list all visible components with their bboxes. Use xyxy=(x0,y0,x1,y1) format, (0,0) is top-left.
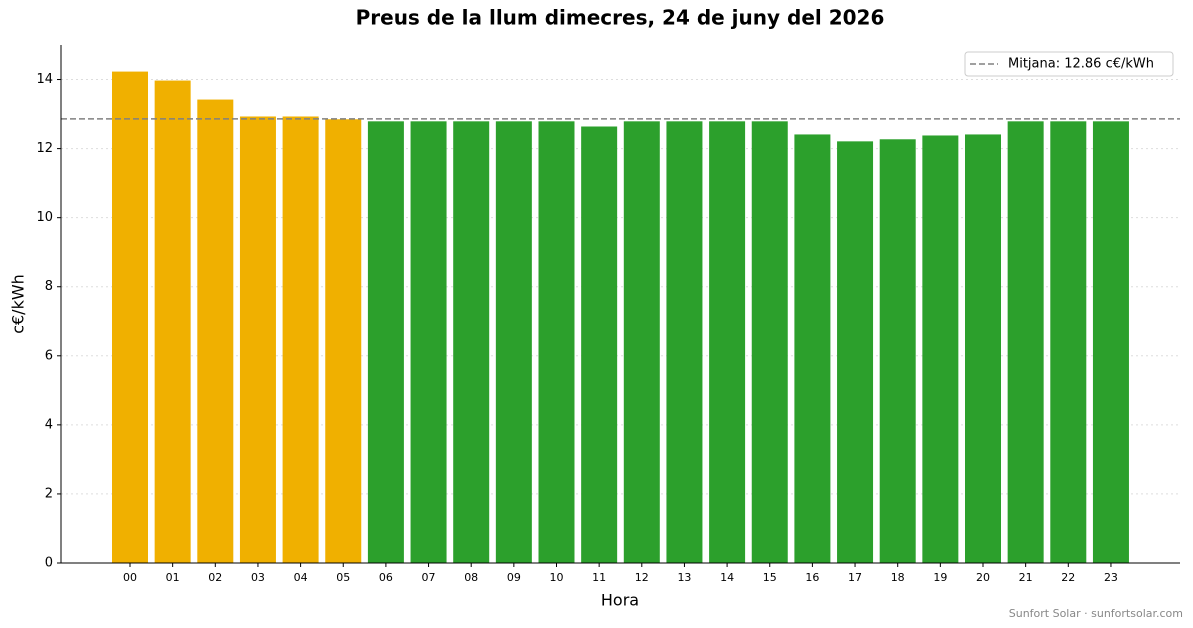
y-tick-label: 14 xyxy=(36,72,53,87)
x-axis-label: Hora xyxy=(601,591,639,610)
x-tick-label: 03 xyxy=(251,571,265,584)
y-tick-label: 12 xyxy=(36,141,53,156)
x-tick-label: 13 xyxy=(677,571,691,584)
x-tick-label: 11 xyxy=(592,571,606,584)
footer: Sunfort Solar · sunfortsolar.com xyxy=(1009,607,1183,620)
bar xyxy=(367,121,404,563)
bar xyxy=(282,116,319,563)
bar xyxy=(1092,121,1129,563)
bar xyxy=(751,121,788,563)
y-tick-label: 6 xyxy=(45,348,53,363)
bar xyxy=(453,121,490,563)
x-tick-label: 10 xyxy=(550,571,564,584)
bar xyxy=(922,135,959,563)
y-tick-label: 8 xyxy=(45,279,53,294)
x-tick-label: 19 xyxy=(933,571,947,584)
bar xyxy=(538,121,575,563)
y-tick-label: 4 xyxy=(45,417,53,432)
x-tick-label: 21 xyxy=(1019,571,1033,584)
bar xyxy=(1007,121,1044,563)
y-tick-label: 0 xyxy=(45,556,53,571)
bar xyxy=(623,121,660,563)
legend-label: Mitjana: 12.86 c€/kWh xyxy=(1008,57,1154,72)
legend-box xyxy=(964,51,1174,77)
x-tick-label: 05 xyxy=(336,571,350,584)
x-tick-label: 14 xyxy=(720,571,734,584)
x-tick-label: 18 xyxy=(891,571,905,584)
bar xyxy=(837,141,874,563)
bar xyxy=(154,80,191,563)
bar xyxy=(581,126,618,564)
bar xyxy=(1050,121,1087,563)
y-tick-label: 2 xyxy=(45,486,53,501)
x-tick-label: 22 xyxy=(1061,571,1075,584)
y-axis-label: c€/kWh xyxy=(9,274,28,334)
y-tick-label: 10 xyxy=(36,210,53,225)
bar xyxy=(879,139,916,563)
bar xyxy=(965,134,1001,563)
bar xyxy=(410,121,447,563)
x-tick-label: 08 xyxy=(464,571,478,584)
x-tick-label: 02 xyxy=(208,571,222,584)
x-tick-label: 17 xyxy=(848,571,862,584)
bar xyxy=(197,99,234,563)
bar xyxy=(325,119,362,563)
bar xyxy=(794,134,831,563)
x-tick-label: 20 xyxy=(976,571,990,584)
x-tick-label: 00 xyxy=(123,571,137,584)
x-tick-label: 23 xyxy=(1104,571,1118,584)
x-tick-label: 01 xyxy=(166,571,180,584)
x-tick-label: 09 xyxy=(507,571,521,584)
bar xyxy=(112,71,148,563)
bar xyxy=(709,121,746,563)
x-tick-label: 15 xyxy=(763,571,777,584)
x-tick-label: 07 xyxy=(422,571,436,584)
x-tick-label: 12 xyxy=(635,571,649,584)
x-tick-label: 16 xyxy=(805,571,819,584)
x-tick-label: 06 xyxy=(379,571,393,584)
x-tick-label: 04 xyxy=(294,571,308,584)
chart-title: Preus de la llum dimecres, 24 de juny de… xyxy=(356,6,885,30)
bar xyxy=(495,121,532,563)
bar xyxy=(239,116,276,563)
bar xyxy=(666,121,703,563)
